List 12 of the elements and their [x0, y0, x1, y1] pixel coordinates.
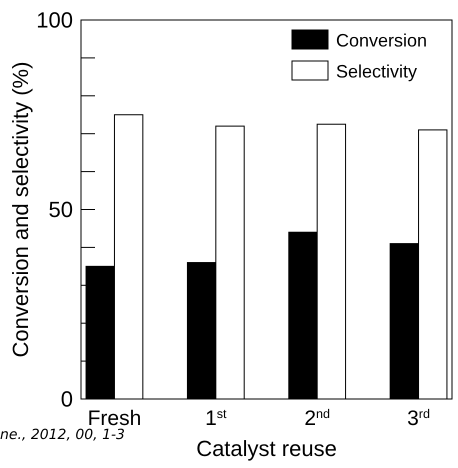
- x-axis-title: Catalyst reuse: [196, 436, 337, 461]
- x-tick-label: 3$^{rd}$: [407, 407, 430, 430]
- y-axis-title: Conversion and selectivity (%): [8, 62, 33, 358]
- x-tick-label: 2$^{nd}$: [304, 407, 330, 430]
- text: ne., 2012, 00, 1-3: [0, 427, 125, 443]
- x-tick-label: Fresh: [88, 407, 142, 430]
- y-tick-label: 50: [48, 197, 73, 222]
- legend-label: Selectivity: [336, 61, 418, 82]
- x-tick-label: 1$^{st}$: [205, 407, 228, 430]
- y-tick-label: 0: [60, 386, 73, 412]
- legend-label: Conversion: [336, 30, 428, 50]
- y-tick-label: 100: [36, 8, 73, 33]
